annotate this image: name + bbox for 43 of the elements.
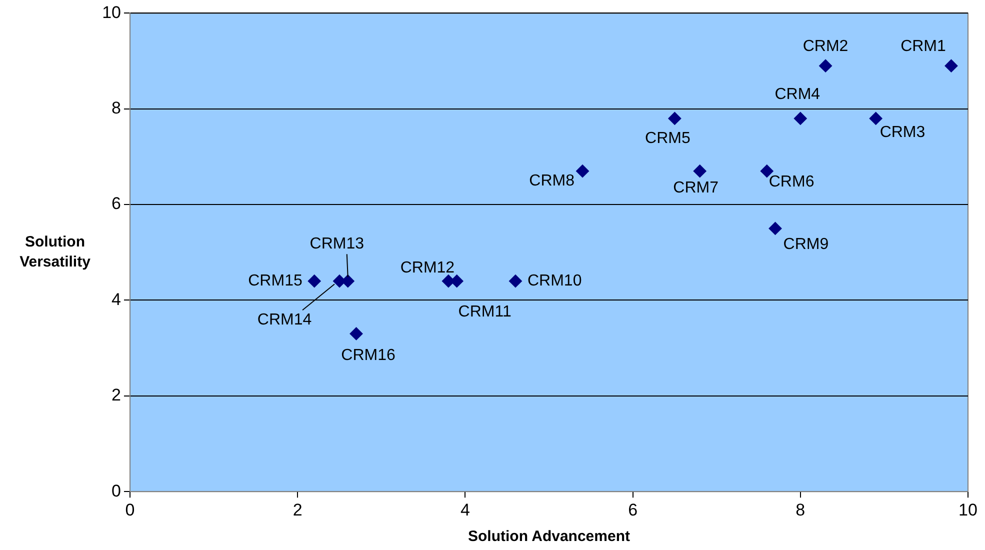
annotation: CRM10 bbox=[527, 272, 582, 290]
x-tick-label: 6 bbox=[628, 500, 638, 520]
annotation: CRM11 bbox=[458, 304, 512, 321]
x-tick-label: 10 bbox=[958, 500, 978, 520]
annotation: CRM13 bbox=[310, 236, 364, 253]
annotation: CRM4 bbox=[774, 86, 820, 103]
point bbox=[508, 274, 522, 288]
point bbox=[768, 222, 782, 235]
y-tick-label: 6 bbox=[112, 194, 121, 214]
point bbox=[668, 112, 682, 125]
y-tick-label: 2 bbox=[112, 386, 121, 405]
annotation: CRM16 bbox=[341, 347, 396, 364]
y-tick-label: 4 bbox=[112, 290, 121, 309]
point bbox=[308, 274, 321, 288]
annotation: CRM7 bbox=[673, 179, 719, 196]
y-tick-label: 10 bbox=[102, 2, 121, 22]
y-tick-label: 8 bbox=[112, 98, 121, 118]
y-axis-title: Solution Versatility bbox=[20, 234, 92, 271]
y-tick-label: 0 bbox=[112, 481, 121, 500]
annotation: CRM2 bbox=[802, 38, 848, 56]
annotation: CRM6 bbox=[768, 173, 814, 190]
point bbox=[869, 112, 882, 125]
annotation: CRM15 bbox=[248, 272, 302, 290]
annotation: CRM9 bbox=[783, 236, 829, 253]
annotation: CRM5 bbox=[645, 130, 690, 147]
x-tick-label: 0 bbox=[125, 500, 135, 520]
annotation: CRM14 bbox=[257, 312, 312, 329]
point bbox=[442, 274, 455, 288]
point bbox=[333, 274, 346, 288]
x-tick-label: 8 bbox=[796, 500, 806, 520]
annotation: CRM8 bbox=[529, 172, 575, 190]
x-tick-label: 4 bbox=[460, 500, 470, 520]
point bbox=[794, 112, 807, 125]
annotation: CRM12 bbox=[400, 260, 455, 277]
x-axis-title: Solution Advancement bbox=[468, 528, 630, 546]
point bbox=[944, 59, 958, 72]
x-tick-label: 2 bbox=[292, 500, 302, 520]
point bbox=[693, 164, 706, 178]
point bbox=[819, 59, 832, 72]
point bbox=[576, 164, 590, 178]
annotation: CRM3 bbox=[880, 124, 926, 141]
annotation: CRM1 bbox=[900, 38, 946, 56]
point bbox=[350, 327, 363, 340]
